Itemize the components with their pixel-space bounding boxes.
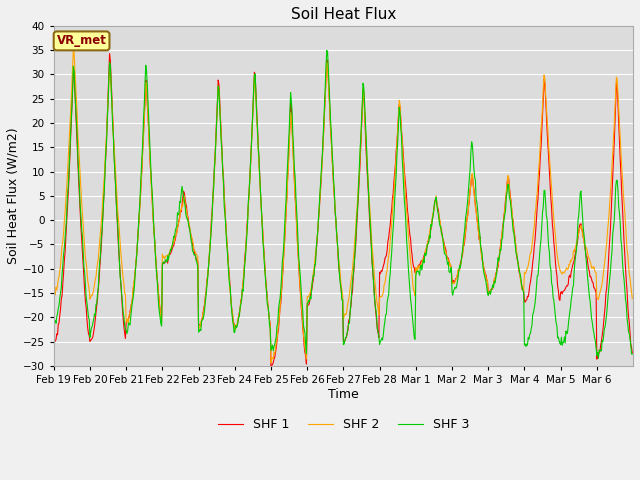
SHF 2 bbox=[437, 224, 445, 229]
SHF 2 bbox=[628, 296, 636, 301]
SHF 2 bbox=[276, 304, 284, 310]
SHF 3 bbox=[323, 48, 331, 53]
SHF 2 bbox=[404, 232, 412, 238]
SHF 1 bbox=[106, 51, 113, 57]
SHF 3 bbox=[595, 356, 602, 361]
Line: SHF 3: SHF 3 bbox=[54, 50, 632, 359]
SHF 2 bbox=[50, 291, 58, 297]
Line: SHF 1: SHF 1 bbox=[54, 54, 632, 368]
SHF 3 bbox=[224, 260, 232, 265]
X-axis label: Time: Time bbox=[328, 388, 359, 401]
SHF 3 bbox=[436, 223, 444, 229]
SHF 1 bbox=[267, 365, 275, 371]
Y-axis label: Soil Heat Flux (W/m2): Soil Heat Flux (W/m2) bbox=[7, 128, 20, 264]
Legend: SHF 1, SHF 2, SHF 3: SHF 1, SHF 2, SHF 3 bbox=[212, 413, 474, 436]
SHF 1 bbox=[437, 226, 445, 231]
SHF 3 bbox=[50, 315, 58, 321]
SHF 3 bbox=[275, 306, 282, 312]
SHF 1 bbox=[404, 215, 412, 220]
SHF 2 bbox=[267, 360, 275, 366]
SHF 3 bbox=[404, 251, 412, 256]
SHF 1 bbox=[225, 266, 232, 272]
SHF 1 bbox=[628, 350, 636, 356]
SHF 1 bbox=[50, 336, 58, 342]
SHF 1 bbox=[118, 305, 126, 311]
SHF 1 bbox=[276, 305, 284, 311]
SHF 3 bbox=[628, 351, 636, 357]
Title: Soil Heat Flux: Soil Heat Flux bbox=[291, 7, 396, 22]
SHF 3 bbox=[253, 111, 260, 117]
SHF 2 bbox=[70, 46, 77, 52]
SHF 2 bbox=[225, 268, 232, 274]
SHF 2 bbox=[118, 268, 126, 274]
Text: VR_met: VR_met bbox=[57, 35, 106, 48]
SHF 1 bbox=[253, 123, 261, 129]
SHF 2 bbox=[253, 131, 261, 136]
Line: SHF 2: SHF 2 bbox=[54, 49, 632, 363]
SHF 3 bbox=[118, 290, 125, 296]
